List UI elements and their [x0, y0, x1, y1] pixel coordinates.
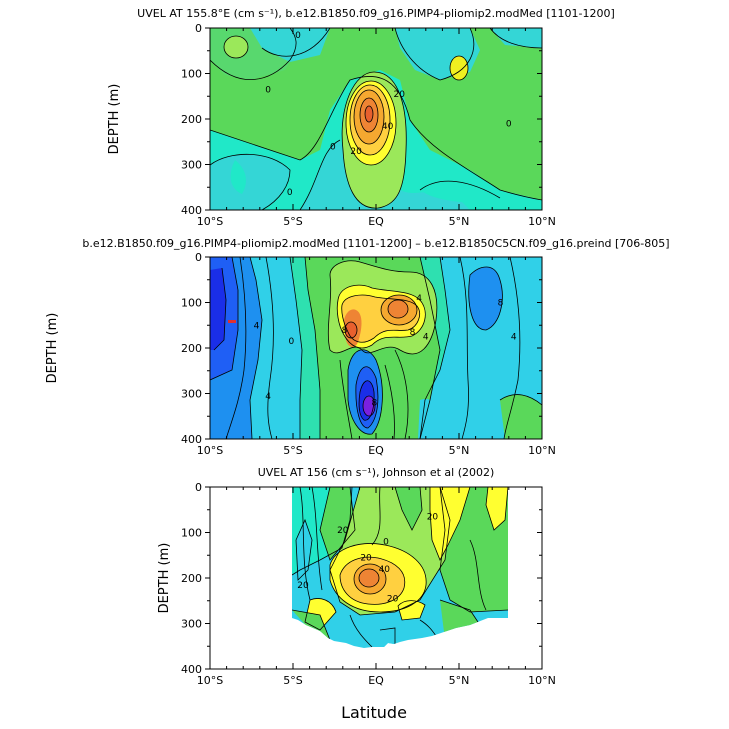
panel2-y-tick-label: 200 — [181, 342, 202, 355]
panel1-contour-label: 0 — [330, 142, 336, 152]
panel2-contour-label: 8 — [498, 299, 504, 309]
panel3-contour-label: 20 — [427, 513, 439, 523]
panel2-axes: 10°S 5°S EQ 5°N 10°N 0 100 200 300 400 DEPTH (m) — [45, 251, 556, 457]
panel2-x-tick-label: 10°S — [197, 444, 223, 457]
panel2-y-tick-label: 0 — [195, 251, 202, 264]
panel2-contour-label: 0 — [288, 337, 294, 347]
panel1-contour-label: 0 — [506, 120, 512, 130]
panel3-contour-label: 20 — [360, 554, 372, 564]
panel2-title: b.e12.B1850.f09_g16.PIMP4-pliomip2.modMe… — [82, 237, 669, 250]
panel3-y-tick-label: 200 — [181, 572, 202, 585]
panel1-x-tick-label: 10°N — [528, 215, 556, 228]
panel3-y-tick-label: 100 — [181, 527, 202, 540]
panel3-y-axis-label: DEPTH (m) — [157, 543, 172, 614]
panel3-x-tick-label: 5°N — [449, 674, 470, 687]
panel2-y-tick-label: 100 — [181, 297, 202, 310]
panel1-x-tick-label: 5°N — [449, 215, 470, 228]
panel1-contour-labels: 0 0 0 20 40 20 0 0 — [265, 31, 512, 198]
panel1-x-tick-label: 10°S — [197, 215, 223, 228]
panel2-y-tick-label: 300 — [181, 388, 202, 401]
panel1-contour-label: 20 — [394, 90, 406, 100]
panel1-y-tick-label: 100 — [181, 68, 202, 81]
panel1-contour-label: 0 — [265, 85, 271, 95]
panel3-x-tick-label: 10°S — [197, 674, 223, 687]
panel2-x-tick-label: EQ — [368, 444, 384, 457]
panel2-contour-label: 4 — [511, 333, 517, 343]
panel2-x-tick-label: 10°N — [528, 444, 556, 457]
panel3-contour-label: 20 — [387, 594, 399, 604]
panel2-contour-label: 4 — [416, 294, 422, 304]
panel1-x-tick-label: 5°S — [283, 215, 302, 228]
panel2-y-axis-label: DEPTH (m) — [45, 313, 60, 384]
panel1-contour-label: 20 — [350, 147, 362, 157]
panel3-contour-field — [292, 487, 508, 648]
panel1-y-tick-label: 400 — [181, 204, 202, 217]
panel3-contour-labels: 20 20 20 40 20 20 0 — [297, 513, 438, 605]
panel2-contour-label: 4 — [423, 333, 429, 343]
panel1-y-tick-label: 0 — [195, 22, 202, 35]
panel3-title: UVEL AT 156 (cm s⁻¹), Johnson et al (200… — [258, 466, 495, 479]
panel3-y-tick-label: 0 — [195, 481, 202, 494]
panel1-contour-label: 0 — [287, 188, 293, 198]
panel2-contour-label: 4 — [265, 392, 271, 402]
panel3-y-tick-label: 400 — [181, 663, 202, 676]
panel2-x-tick-label: 5°S — [283, 444, 302, 457]
panel2-contour-label: 8 — [342, 326, 348, 336]
panel1-y-axis-label: DEPTH (m) — [107, 84, 122, 155]
panel3-x-tick-label: EQ — [368, 674, 384, 687]
panel2-contour-label: 8 — [410, 328, 416, 338]
panel3-x-tick-label: 5°S — [283, 674, 302, 687]
panel2-contour-field — [210, 257, 542, 439]
panel2-x-tick-label: 5°N — [449, 444, 470, 457]
panel2-y-tick-label: 400 — [181, 433, 202, 446]
panel3-x-tick-label: 10°N — [528, 674, 556, 687]
panel2-contour-label: 4 — [254, 321, 260, 331]
panel1-title: UVEL AT 155.8°E (cm s⁻¹), b.e12.B1850.f0… — [137, 7, 615, 20]
panel3-y-tick-label: 300 — [181, 618, 202, 631]
panel3-contour-label: 0 — [383, 538, 389, 548]
panel2-contour-label: 8 — [371, 399, 377, 409]
panel1-x-tick-label: EQ — [368, 215, 384, 228]
panel1-y-tick-label: 200 — [181, 113, 202, 126]
panel1-contour-field — [210, 28, 542, 210]
panel3-contour-label: 20 — [337, 526, 349, 536]
panel1-contour-label: 40 — [382, 122, 394, 132]
x-axis-label: Latitude — [341, 703, 407, 722]
panel1-y-tick-label: 300 — [181, 159, 202, 172]
panel3-contour-label: 40 — [379, 565, 391, 575]
panel1-contour-label: 0 — [295, 31, 301, 41]
panel3-contour-label: 20 — [297, 581, 309, 591]
